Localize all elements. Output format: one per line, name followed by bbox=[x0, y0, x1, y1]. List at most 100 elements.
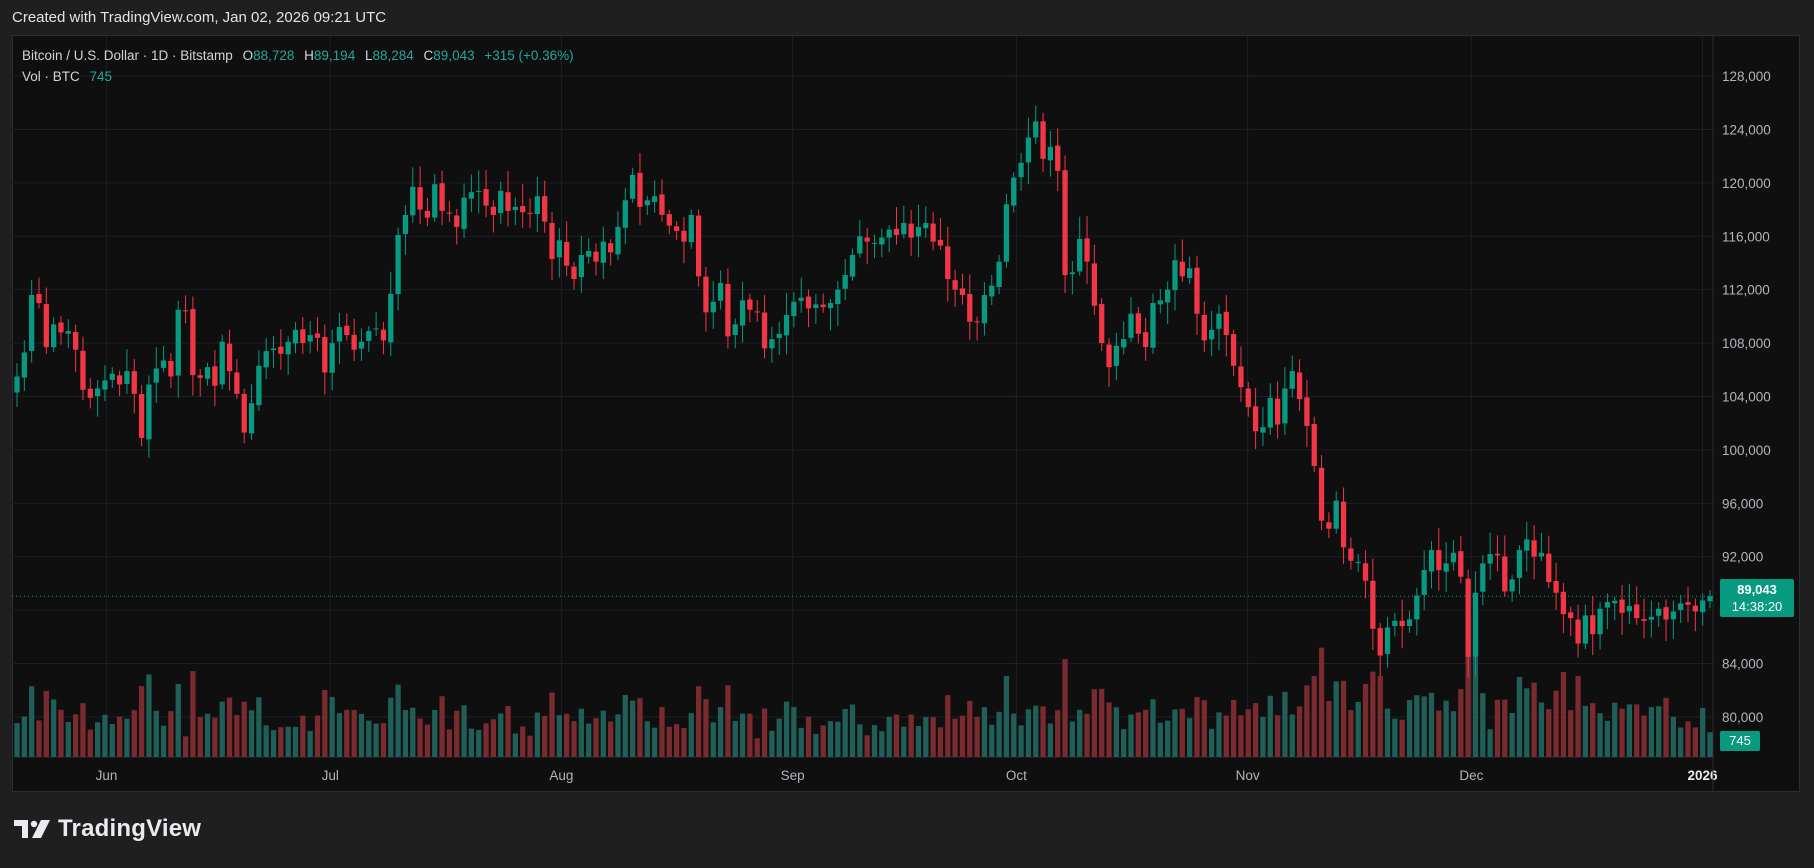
candle-body bbox=[1421, 570, 1427, 595]
candle-body bbox=[732, 324, 738, 335]
candle-body bbox=[945, 246, 951, 280]
volume-bar bbox=[644, 721, 650, 757]
volume-bar bbox=[43, 690, 49, 757]
volume-bar bbox=[879, 731, 885, 757]
candle-body bbox=[1619, 599, 1625, 613]
volume-bar bbox=[827, 721, 834, 757]
candle-body bbox=[1040, 121, 1046, 159]
created-with-text: Created with TradingView.com, Jan 02, 20… bbox=[12, 9, 387, 26]
volume-bar bbox=[1524, 688, 1530, 757]
volume-bar bbox=[1172, 709, 1178, 757]
bar-countdown: 14:38:20 bbox=[1731, 599, 1783, 614]
tradingview-logo-icon bbox=[14, 820, 50, 838]
candle-body bbox=[1384, 627, 1391, 654]
y-tick-label: 84,000 bbox=[1722, 657, 1763, 672]
volume-bar bbox=[930, 717, 936, 757]
candle-body bbox=[270, 348, 277, 351]
candle-body bbox=[226, 343, 233, 372]
volume-bar bbox=[329, 696, 335, 757]
volume-bar bbox=[1208, 728, 1215, 757]
candle-body bbox=[1362, 563, 1369, 581]
volume-bar bbox=[402, 709, 409, 757]
volume-bar bbox=[1274, 715, 1281, 757]
candle-body bbox=[651, 196, 658, 202]
close-label: C bbox=[423, 48, 434, 63]
volume-bar bbox=[322, 690, 328, 757]
candle-body bbox=[65, 331, 71, 334]
volume-bar bbox=[1216, 712, 1222, 757]
tradingview-logo[interactable]: TradingView bbox=[14, 814, 201, 844]
volume-bar bbox=[292, 726, 299, 757]
volume-bar bbox=[1436, 710, 1442, 757]
candle-body bbox=[439, 183, 445, 211]
volume-bar bbox=[1252, 703, 1259, 757]
candle-body bbox=[1047, 146, 1054, 161]
candle-body bbox=[1641, 619, 1647, 621]
candle-body bbox=[336, 327, 343, 342]
candle-body bbox=[14, 376, 20, 393]
volume-bar bbox=[1414, 695, 1420, 757]
volume-bar bbox=[586, 723, 592, 757]
volume-bar bbox=[1260, 716, 1266, 757]
volume-bar bbox=[1311, 676, 1317, 757]
candle-body bbox=[761, 312, 768, 349]
volume-bar bbox=[190, 671, 196, 757]
candle-body bbox=[673, 226, 680, 231]
volume-bar bbox=[681, 728, 687, 757]
y-tick-label: 108,000 bbox=[1722, 336, 1771, 351]
candle-body bbox=[263, 351, 269, 368]
candle-body bbox=[505, 192, 511, 211]
candle-body bbox=[182, 310, 189, 312]
volume-label[interactable]: Vol · BTC bbox=[22, 69, 80, 84]
volume-bar bbox=[1318, 647, 1325, 757]
volume-bar bbox=[747, 713, 753, 757]
candle-body bbox=[160, 360, 167, 368]
candle-body bbox=[395, 234, 401, 295]
candle-body bbox=[241, 393, 247, 433]
volume-bar bbox=[1465, 639, 1471, 757]
candle-body bbox=[424, 210, 431, 218]
candle-body bbox=[432, 184, 438, 218]
volume-bar bbox=[131, 710, 137, 757]
x-tick-label: Nov bbox=[1236, 768, 1260, 783]
volume-bar bbox=[622, 694, 628, 757]
volume-bar bbox=[1472, 638, 1479, 757]
candle-body bbox=[1692, 605, 1698, 612]
candle-body bbox=[1223, 311, 1229, 336]
volume-bar bbox=[1187, 718, 1193, 757]
volume-bar bbox=[1648, 707, 1655, 757]
candle-body bbox=[29, 295, 35, 351]
candle-body bbox=[1025, 137, 1032, 163]
volume-bar bbox=[717, 707, 724, 757]
volume-bar bbox=[608, 721, 614, 757]
volume-bar bbox=[72, 714, 79, 757]
volume-bar bbox=[1604, 720, 1611, 757]
volume-bar bbox=[1406, 700, 1413, 757]
candle-body bbox=[80, 350, 86, 390]
candle-body bbox=[871, 242, 878, 244]
candle-body bbox=[344, 325, 350, 336]
candle-body bbox=[1311, 423, 1317, 466]
candle-body bbox=[1465, 578, 1471, 657]
volume-bar bbox=[505, 706, 511, 757]
volume-bar bbox=[886, 716, 892, 757]
candle-body bbox=[586, 250, 592, 257]
volume-bar bbox=[1384, 708, 1391, 757]
volume-bar bbox=[468, 728, 475, 757]
volume-bar bbox=[1553, 690, 1559, 757]
volume-bar bbox=[1428, 692, 1435, 757]
candle-body bbox=[805, 296, 812, 309]
candle-body bbox=[739, 300, 746, 326]
chart-frame[interactable] bbox=[12, 35, 1800, 792]
candle-body bbox=[1340, 501, 1347, 548]
candle-body bbox=[1582, 615, 1589, 644]
candle-body bbox=[212, 366, 218, 386]
candle-body bbox=[1077, 238, 1083, 272]
candle-body bbox=[1670, 611, 1676, 620]
candle-body bbox=[556, 240, 562, 258]
volume-bar bbox=[600, 710, 606, 757]
candle-body bbox=[754, 311, 760, 313]
candle-body bbox=[1282, 388, 1288, 424]
symbol-label[interactable]: Bitcoin / U.S. Dollar · 1D · Bitstamp bbox=[22, 48, 233, 63]
